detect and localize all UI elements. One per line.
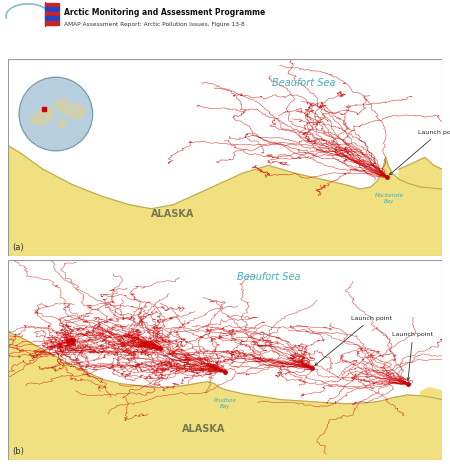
Text: Prudhoe
Bay: Prudhoe Bay: [214, 398, 237, 408]
Text: Launch point: Launch point: [315, 316, 392, 365]
Polygon shape: [399, 157, 442, 256]
Text: Launch point: Launch point: [392, 332, 433, 380]
Polygon shape: [8, 332, 442, 460]
Polygon shape: [421, 388, 442, 460]
Polygon shape: [8, 146, 442, 256]
Bar: [45, 11, 59, 16]
Bar: [45, 16, 59, 20]
Text: Launch point: Launch point: [390, 130, 450, 175]
Text: Mackenzie
Bay: Mackenzie Bay: [375, 193, 404, 204]
Text: (a): (a): [13, 243, 24, 252]
Bar: [45, 2, 59, 7]
Text: ALASKA: ALASKA: [152, 209, 195, 219]
Text: AMAP Assessment Report: Arctic Pollution Issues, Figure 13-8: AMAP Assessment Report: Arctic Pollution…: [64, 22, 245, 26]
Bar: [45, 7, 59, 11]
Bar: [45, 21, 59, 24]
Text: ALASKA: ALASKA: [182, 423, 225, 434]
Text: (b): (b): [13, 446, 24, 456]
Text: Arctic Monitoring and Assessment Programme: Arctic Monitoring and Assessment Program…: [64, 8, 265, 16]
Text: Beaufort Sea: Beaufort Sea: [272, 78, 335, 88]
Text: Beaufort Sea: Beaufort Sea: [237, 272, 301, 282]
